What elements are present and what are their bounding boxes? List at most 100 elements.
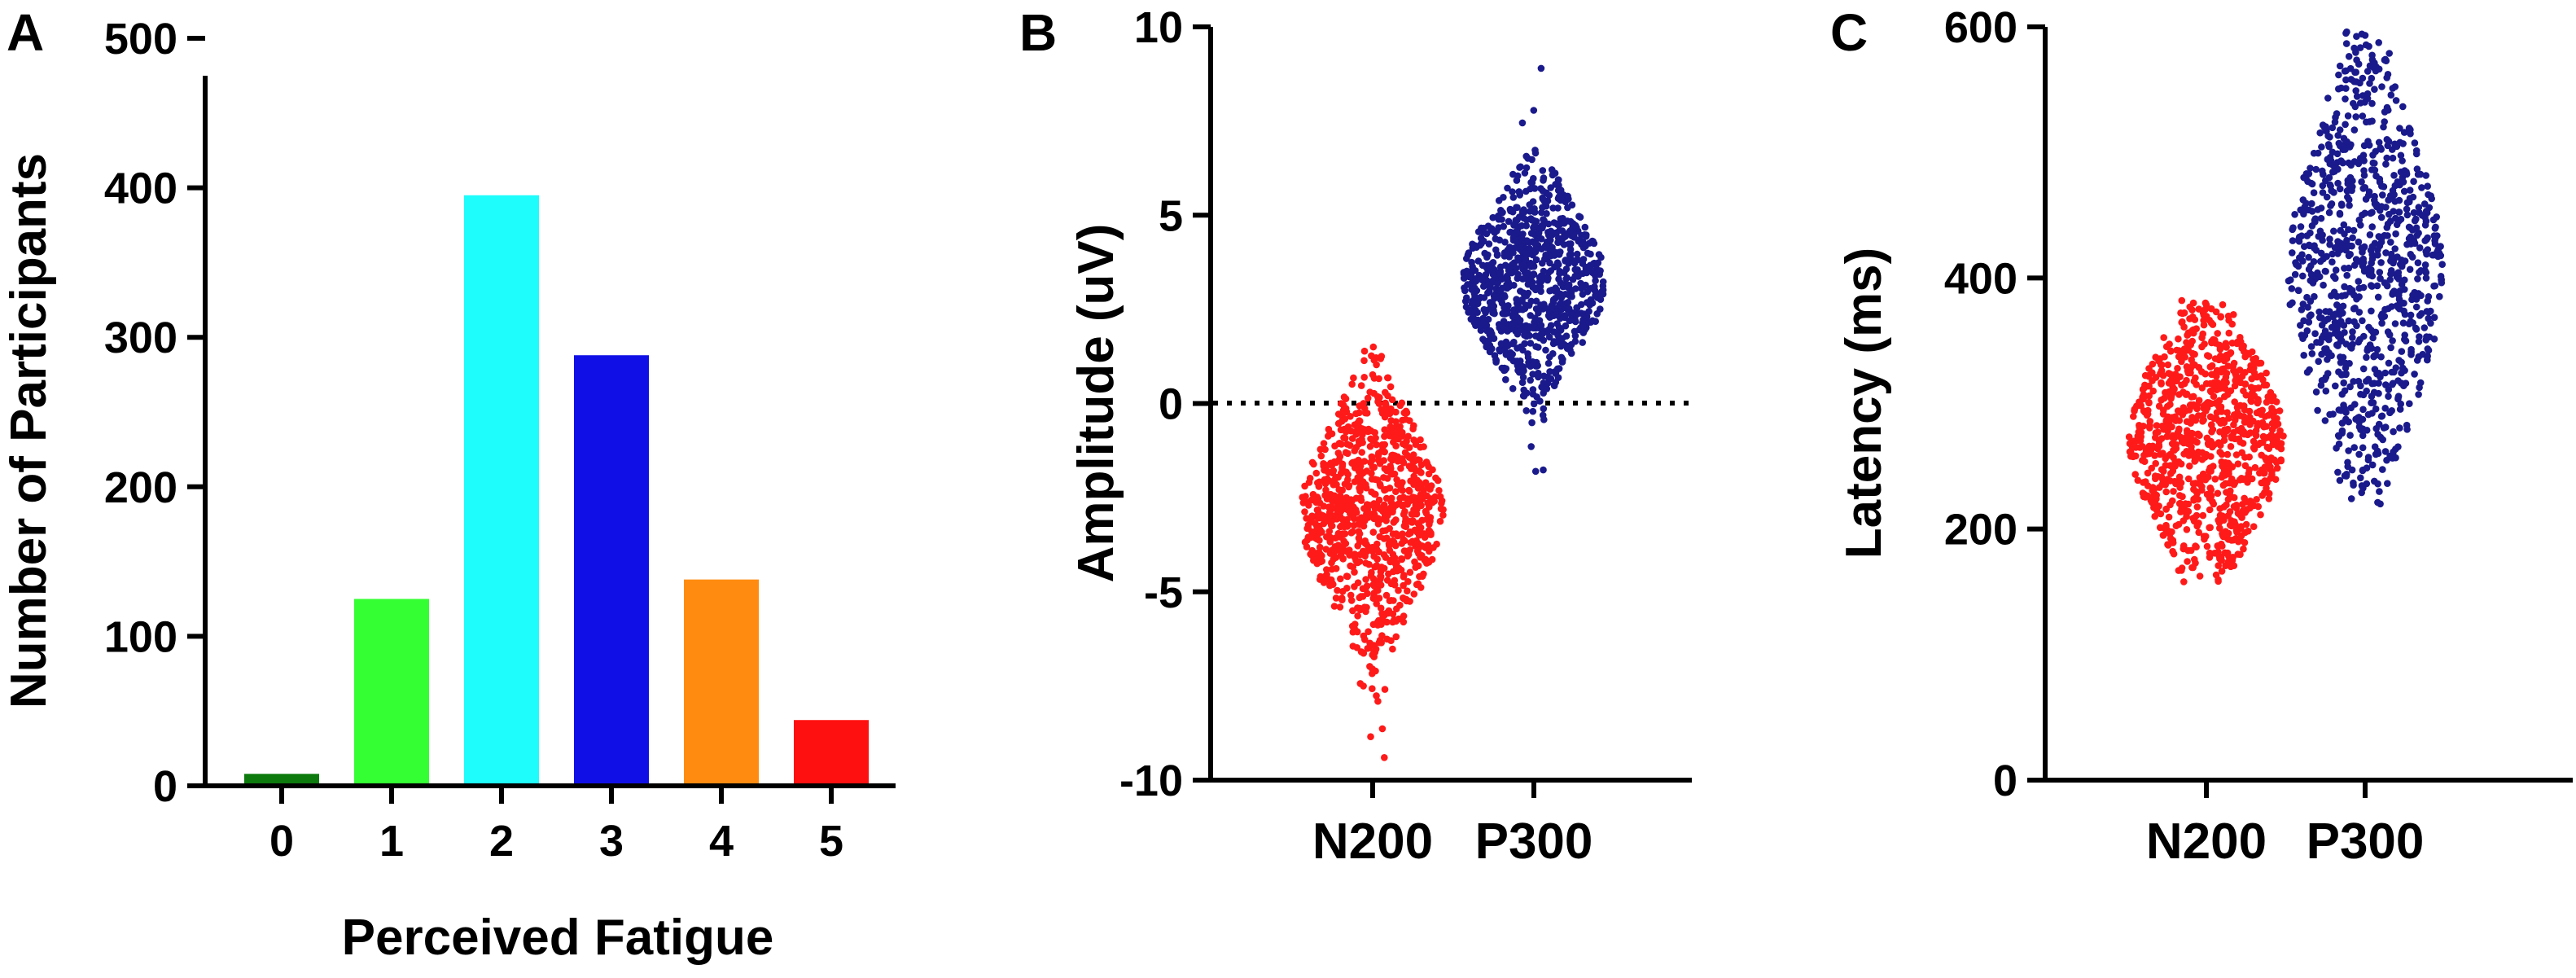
data-point-p300 [2412, 303, 2420, 311]
data-point-n200 [2267, 475, 2274, 482]
data-point-p300 [2374, 251, 2381, 259]
data-point-p300 [2375, 39, 2382, 46]
data-point-p300 [2395, 292, 2403, 299]
data-point-n200 [1417, 529, 1426, 537]
data-point-n200 [2200, 405, 2208, 412]
data-point-n200 [1411, 526, 1419, 534]
data-point-n200 [1362, 576, 1369, 583]
data-point-p300 [2403, 211, 2412, 219]
data-point-n200 [2162, 488, 2170, 496]
data-point-n200 [2198, 456, 2206, 463]
data-point-n200 [2166, 462, 2174, 469]
data-point-p300 [1527, 340, 1535, 347]
data-point-n200 [2250, 523, 2258, 530]
data-point-n200 [2248, 348, 2256, 356]
data-point-n200 [1372, 667, 1379, 675]
data-point-p300 [2359, 211, 2366, 219]
data-point-p300 [2390, 448, 2397, 456]
data-point-n200 [2263, 443, 2272, 451]
data-point-p300 [2418, 212, 2426, 219]
data-point-n200 [1402, 407, 1410, 415]
data-point-n200 [2277, 457, 2285, 465]
data-point-p300 [2420, 200, 2429, 208]
x-tick-label: 2 [489, 817, 514, 866]
data-point-n200 [2180, 517, 2188, 524]
data-point-n200 [1410, 590, 1418, 598]
data-point-n200 [2236, 402, 2244, 410]
data-point-p300 [1468, 258, 1475, 266]
data-point-p300 [1572, 285, 1579, 292]
data-point-p300 [1498, 216, 1505, 223]
data-point-n200 [2177, 460, 2185, 468]
data-point-n200 [1397, 566, 1405, 574]
data-point-p300 [2335, 321, 2342, 328]
data-point-p300 [2381, 369, 2389, 377]
data-point-n200 [2200, 311, 2208, 319]
data-point-n200 [1355, 437, 1363, 445]
data-point-n200 [1413, 476, 1421, 484]
data-point-p300 [2355, 450, 2363, 458]
series-p300 [1460, 64, 1607, 476]
data-point-p300 [1579, 241, 1587, 248]
data-point-p300 [1540, 336, 1548, 344]
data-point-p300 [2400, 300, 2407, 307]
data-point-p300 [2372, 200, 2381, 208]
data-point-p300 [2438, 261, 2446, 269]
data-point-n200 [1424, 483, 1432, 490]
data-point-n200 [1356, 458, 1364, 467]
data-point-n200 [1365, 502, 1373, 509]
data-point-p300 [2378, 412, 2386, 420]
data-point-p300 [1553, 221, 1562, 229]
data-point-p300 [1539, 330, 1546, 338]
data-point-p300 [2345, 226, 2352, 234]
data-point-n200 [2189, 326, 2197, 334]
data-point-n200 [1386, 432, 1394, 440]
data-point-p300 [1588, 299, 1597, 307]
data-point-p300 [1541, 255, 1549, 263]
data-point-p300 [1528, 419, 1536, 427]
data-point-p300 [1547, 322, 1555, 330]
data-point-p300 [2331, 168, 2338, 175]
data-point-n200 [2272, 422, 2280, 429]
data-point-p300 [2307, 343, 2315, 350]
data-point-n200 [2191, 555, 2198, 564]
data-point-p300 [1483, 343, 1491, 350]
data-point-p300 [2403, 240, 2411, 248]
data-point-n200 [2211, 476, 2219, 483]
data-point-p300 [2335, 139, 2343, 147]
data-point-p300 [2400, 129, 2408, 136]
data-point-p300 [2385, 359, 2393, 367]
data-point-p300 [2427, 307, 2434, 315]
data-point-p300 [2420, 324, 2429, 331]
data-point-n200 [1355, 467, 1363, 476]
data-point-p300 [2305, 253, 2312, 261]
data-point-n200 [2219, 416, 2227, 424]
data-point-p300 [2319, 236, 2326, 244]
data-point-p300 [1491, 295, 1498, 302]
data-point-p300 [2406, 265, 2414, 274]
data-point-p300 [2389, 337, 2396, 344]
bar-fatigue-3 [574, 355, 649, 783]
data-point-p300 [2363, 387, 2370, 395]
data-point-p300 [2342, 121, 2349, 129]
data-point-p300 [2359, 415, 2367, 423]
data-point-p300 [1587, 318, 1595, 327]
data-point-n200 [1356, 487, 1364, 495]
data-point-n200 [2145, 365, 2153, 372]
data-point-n200 [1364, 394, 1372, 402]
data-point-p300 [2421, 221, 2429, 229]
data-point-n200 [2186, 463, 2193, 470]
data-point-n200 [2127, 448, 2135, 455]
data-point-p300 [2411, 371, 2418, 378]
data-point-p300 [1514, 366, 1522, 375]
data-point-p300 [1551, 287, 1559, 295]
data-point-n200 [2234, 510, 2242, 517]
data-point-p300 [1573, 304, 1580, 312]
data-point-n200 [2216, 505, 2223, 512]
data-point-n200 [2158, 396, 2165, 404]
data-point-n200 [1328, 430, 1336, 437]
data-point-p300 [2399, 319, 2407, 327]
data-point-n200 [1349, 642, 1357, 650]
data-point-n200 [1410, 458, 1418, 466]
data-point-n200 [2186, 438, 2194, 446]
